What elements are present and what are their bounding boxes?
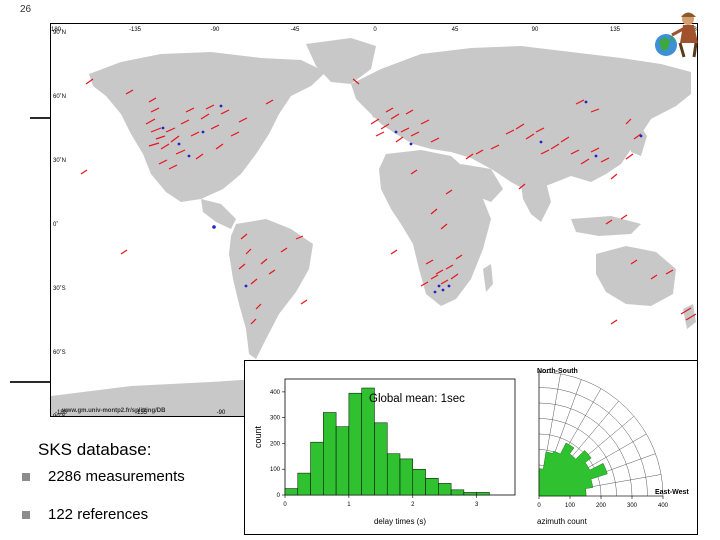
histogram-bar <box>476 492 490 496</box>
null-measurements <box>161 100 643 294</box>
greenland <box>306 38 376 84</box>
rose-xlabel: azimuth count <box>537 517 588 526</box>
rose-x-tick-label: 400 <box>658 503 669 509</box>
histogram-bar <box>297 472 311 496</box>
slide-number: 26 <box>20 4 32 15</box>
rose-grid-arc <box>538 387 648 497</box>
histogram-bars <box>284 387 490 496</box>
histogram-bar <box>284 488 299 496</box>
histogram-x-tick-label: 2 <box>411 502 415 508</box>
rose-right-label: East-West <box>655 489 689 496</box>
histogram-x-tick-label: 1 <box>347 502 351 508</box>
japan <box>629 124 647 156</box>
histogram-bar <box>348 392 362 496</box>
rose-x-tick-label: 300 <box>627 503 638 509</box>
map-top-tick-label: 0 <box>373 27 377 33</box>
land-masses <box>51 38 697 416</box>
histogram-bar <box>335 426 350 496</box>
rose-x-tick-label: 100 <box>565 503 576 509</box>
histogram-bar <box>425 477 439 496</box>
histogram-bar <box>374 422 388 496</box>
map-lat-tick-label: 30˚S <box>53 285 66 292</box>
sks-database-title: SKS database: <box>38 440 152 459</box>
map-top-tick-label: -135 <box>129 27 142 33</box>
histogram-and-rose: 0 100 200 300 400 0 1 2 3 count delay times (s)… <box>253 368 689 526</box>
british-isles <box>369 98 381 118</box>
indonesia <box>571 216 641 236</box>
eurasia <box>351 46 691 192</box>
map-bottom-tick-label: -135 <box>135 410 148 416</box>
map-top-tick-label: 135 <box>610 27 621 33</box>
histogram-bar <box>323 412 337 496</box>
rose-top-label: North-South <box>537 368 578 375</box>
madagascar <box>483 264 493 292</box>
histogram-chart: 0 100 200 300 400 0 1 2 3 count delay times (s)… <box>253 378 516 526</box>
map-lat-tick-label: 30˚N <box>53 157 66 164</box>
measurements-count: 2286 measurements <box>48 468 185 485</box>
map-top-ticks: -180-135-90-4504590135180 <box>51 27 697 33</box>
world-map: -180-135-90-4504590135180 90˚N60˚N30˚N0˚… <box>50 23 698 417</box>
rose-grid-arc <box>538 371 664 497</box>
histogram-ylabel: count <box>253 425 263 448</box>
references-count: 122 references <box>48 506 149 523</box>
rose-x-tick-label: 200 <box>596 503 607 509</box>
rose-x-ticks: 0 100 200 300 400 <box>537 496 669 509</box>
decorative-rule <box>30 117 50 119</box>
list-item: 122 references <box>22 506 148 523</box>
histogram-y-tick-label: 0 <box>277 493 281 499</box>
bullet-square-icon <box>22 510 30 519</box>
map-top-tick-label: -180 <box>51 27 62 33</box>
south-america <box>229 219 313 359</box>
map-bottom-tick-label: -180 <box>55 410 68 416</box>
histogram-bar <box>412 468 426 496</box>
map-lat-ticks: 90˚N 60˚N 30˚N 0˚ 30˚S 60˚S 90˚S <box>53 29 66 417</box>
source-url: www.gm.univ-montp2.fr/splitting/DB <box>62 408 166 414</box>
histogram-y-tick-label: 100 <box>270 467 281 473</box>
australia <box>596 246 676 306</box>
histogram-y-ticks: 0 100 200 300 400 <box>270 390 285 499</box>
histogram-y-tick-label: 400 <box>270 390 281 396</box>
histogram-x-ticks: 0 1 2 3 <box>283 495 479 508</box>
africa <box>379 150 491 306</box>
splitting-measurements <box>80 78 697 325</box>
map-lat-tick-label: 90˚S <box>53 413 66 417</box>
histogram-x-tick-label: 3 <box>475 502 479 508</box>
map-top-tick-label: 45 <box>452 27 459 33</box>
central-america <box>201 199 236 229</box>
map-top-tick-label: 90 <box>532 27 539 33</box>
map-top-tick-label: -90 <box>211 27 220 33</box>
global-mean-annotation: Global mean: 1sec <box>369 393 465 405</box>
rose-grid-arc <box>538 418 617 497</box>
new-zealand <box>683 304 696 329</box>
histogram-y-tick-label: 300 <box>270 416 281 422</box>
rose-grid-arc <box>538 402 633 497</box>
azimuth-rose: 0 100 200 300 400 North-South East-West azim… <box>537 368 689 526</box>
histogram-bar <box>399 458 414 496</box>
rose-fill <box>538 442 608 497</box>
bullet-square-icon <box>22 472 30 481</box>
map-lat-tick-label: 90˚N <box>53 29 66 36</box>
india <box>521 182 551 222</box>
histogram-x-tick-label: 0 <box>283 502 287 508</box>
decorative-rule-lower <box>10 381 50 383</box>
map-lat-tick-label: 60˚S <box>53 349 66 356</box>
map-svg: -180-135-90-4504590135180 90˚N60˚N30˚N0˚… <box>51 27 697 417</box>
map-lat-tick-label: 0˚ <box>53 221 58 228</box>
histogram-y-tick-label: 200 <box>270 441 281 447</box>
inset-panel: 0 100 200 300 400 0 1 2 3 count delay times (s)… <box>244 360 698 535</box>
histogram-bar <box>310 441 324 496</box>
map-top-tick-label: -45 <box>291 27 300 33</box>
explorer-logo <box>655 12 698 58</box>
arabia <box>461 164 503 202</box>
histogram-bar <box>438 483 452 496</box>
north-america <box>89 52 326 202</box>
map-bottom-tick-label: -90 <box>217 410 226 416</box>
list-item: 2286 measurements <box>22 468 185 485</box>
histogram-bar <box>463 492 477 496</box>
map-lat-tick-label: 60˚N <box>53 93 66 100</box>
rose-x-tick-label: 0 <box>537 503 541 509</box>
histogram-bar <box>386 453 401 496</box>
histogram-bar <box>450 489 465 496</box>
histogram-xlabel: delay times (s) <box>374 517 426 526</box>
